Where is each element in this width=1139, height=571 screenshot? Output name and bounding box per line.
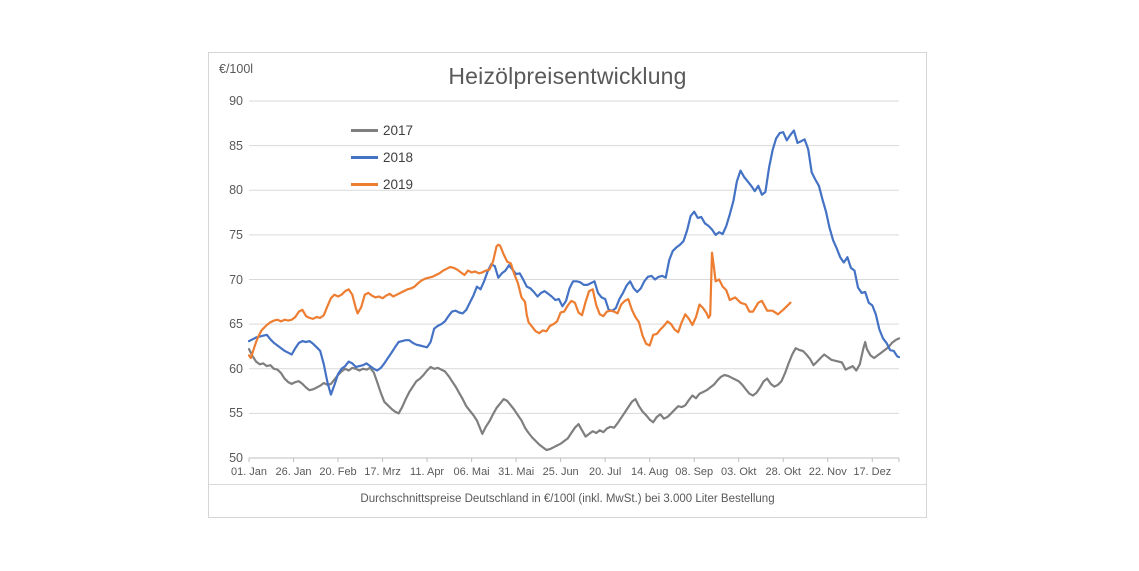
legend-swatch [351, 155, 378, 160]
chart-card[interactable]: €/100l Heizölpreisentwicklung 2017 2018 20… [208, 52, 927, 518]
legend-swatch [351, 182, 378, 187]
x-tick-label: 14. Aug [631, 466, 669, 478]
legend-label: 2019 [383, 177, 414, 192]
x-tick-label: 06. Mai [453, 466, 490, 478]
x-tick-label: 03. Okt [720, 466, 757, 478]
legend: 2017 2018 2019 [351, 117, 413, 198]
plot-area [247, 100, 901, 462]
x-tick-label: 25. Jun [542, 466, 579, 478]
x-tick-label: 17. Dez [853, 466, 892, 478]
x-tick-label: 26. Jan [275, 466, 312, 478]
series-line-2017 [247, 337, 901, 452]
x-tick-label: 28. Okt [765, 466, 801, 478]
x-tick-label: 11. Apr [410, 466, 445, 478]
legend-item-2019: 2019 [351, 171, 413, 198]
x-tick-label: 20. Feb [319, 466, 357, 478]
x-tick-label: 20. Jul [588, 466, 622, 478]
x-tick-label: 31. Mai [498, 466, 535, 478]
y-tick-label: 75 [229, 227, 243, 242]
x-tick-label: 08. Sep [675, 466, 714, 478]
y-tick-label: 55 [229, 406, 243, 421]
y-tick-label: 70 [229, 272, 243, 287]
y-tick-label: 85 [229, 138, 243, 153]
y-tick-label: 65 [229, 317, 243, 332]
y-tick-label: 90 [229, 94, 243, 108]
legend-label: 2017 [383, 123, 414, 138]
legend-item-2018: 2018 [351, 144, 413, 171]
legend-swatch [351, 128, 378, 133]
chart-title: Heizölpreisentwicklung [448, 63, 687, 89]
caption-divider [209, 484, 926, 485]
y-axis-unit-label: €/100l [219, 62, 254, 76]
x-tick-label: 17. Mrz [364, 466, 401, 478]
y-tick-label: 50 [229, 451, 243, 465]
legend-label: 2018 [383, 150, 414, 165]
series-line-2018 [247, 129, 901, 396]
x-tick-label: 22. Nov [808, 466, 847, 478]
x-tick-label: 01. Jan [230, 466, 268, 478]
y-tick-label: 60 [229, 361, 243, 376]
series-line-2019 [247, 243, 792, 360]
chart-caption: Durchschnittspreise Deutschland in €/100… [360, 493, 775, 505]
y-tick-label: 80 [229, 183, 243, 198]
legend-item-2017: 2017 [351, 117, 413, 144]
